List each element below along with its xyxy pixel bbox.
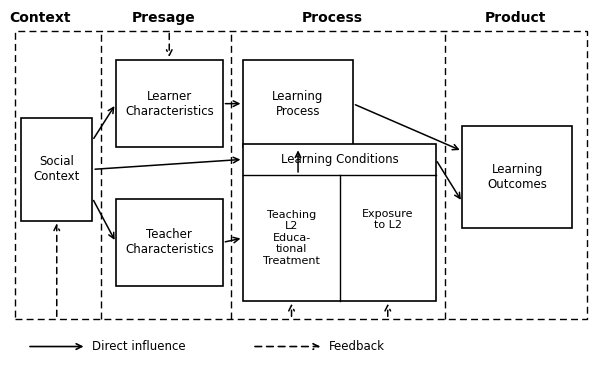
- Text: Product: Product: [485, 11, 546, 25]
- Text: Teaching
L2
Educa-
tional
Treatment: Teaching L2 Educa- tional Treatment: [263, 210, 320, 266]
- Text: Teacher
Characteristics: Teacher Characteristics: [125, 229, 214, 256]
- Text: Direct influence: Direct influence: [93, 340, 186, 353]
- Text: Social
Context: Social Context: [33, 155, 80, 183]
- Text: Learning
Process: Learning Process: [272, 90, 324, 118]
- Text: Learning
Outcomes: Learning Outcomes: [487, 163, 547, 191]
- Text: Context: Context: [10, 11, 71, 25]
- Bar: [21, 118, 93, 220]
- Bar: [116, 199, 223, 286]
- Bar: [16, 31, 587, 319]
- Bar: [462, 125, 572, 228]
- Bar: [243, 144, 436, 301]
- Bar: [116, 60, 223, 148]
- Text: Feedback: Feedback: [329, 340, 385, 353]
- Text: Process: Process: [301, 11, 362, 25]
- Text: Learning Conditions: Learning Conditions: [281, 153, 398, 166]
- Text: Presage: Presage: [131, 11, 195, 25]
- Text: Learner
Characteristics: Learner Characteristics: [125, 90, 214, 118]
- Bar: [243, 60, 353, 148]
- Text: Exposure
to L2: Exposure to L2: [362, 209, 414, 230]
